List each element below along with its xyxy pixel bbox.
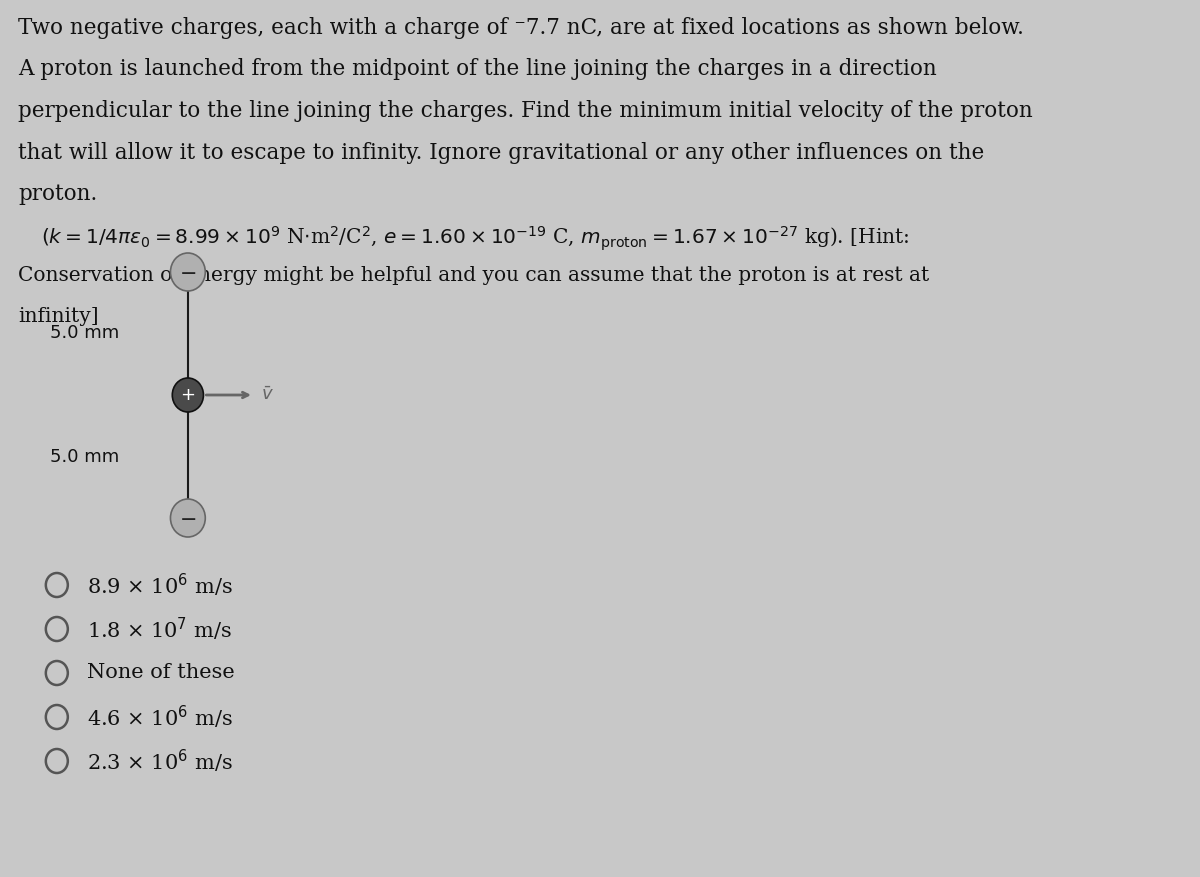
Text: 4.6 × 10$^{6}$ m/s: 4.6 × 10$^{6}$ m/s xyxy=(88,703,233,731)
Text: None of these: None of these xyxy=(88,664,235,682)
Text: A proton is launched from the midpoint of the line joining the charges in a dire: A proton is launched from the midpoint o… xyxy=(18,59,937,81)
Text: $-$: $-$ xyxy=(179,508,197,528)
Text: that will allow it to escape to infinity. Ignore gravitational or any other infl: that will allow it to escape to infinity… xyxy=(18,141,984,163)
Circle shape xyxy=(173,378,204,412)
Text: $-$: $-$ xyxy=(179,262,197,282)
Text: 5.0 mm: 5.0 mm xyxy=(50,324,120,343)
Circle shape xyxy=(170,499,205,537)
Text: Conservation of energy might be helpful and you can assume that the proton is at: Conservation of energy might be helpful … xyxy=(18,266,930,285)
Text: 5.0 mm: 5.0 mm xyxy=(50,447,120,466)
Text: proton.: proton. xyxy=(18,183,97,205)
Text: 1.8 × 10$^{7}$ m/s: 1.8 × 10$^{7}$ m/s xyxy=(88,616,232,643)
Text: $\bar{v}$: $\bar{v}$ xyxy=(262,386,274,404)
Text: infinity]: infinity] xyxy=(18,308,98,326)
Text: 8.9 × 10$^{6}$ m/s: 8.9 × 10$^{6}$ m/s xyxy=(88,572,233,599)
Text: 2.3 × 10$^{6}$ m/s: 2.3 × 10$^{6}$ m/s xyxy=(88,747,233,774)
Text: Two negative charges, each with a charge of ⁻7.7 nC, are at fixed locations as s: Two negative charges, each with a charge… xyxy=(18,17,1025,39)
Text: $+$: $+$ xyxy=(180,386,196,404)
Circle shape xyxy=(170,253,205,291)
Text: perpendicular to the line joining the charges. Find the minimum initial velocity: perpendicular to the line joining the ch… xyxy=(18,100,1033,122)
Text: $(k=1/4\pi\varepsilon_0 = 8.99 \times 10^9$ N$\cdot$m$^2$/C$^2$, $e = 1.60 \time: $(k=1/4\pi\varepsilon_0 = 8.99 \times 10… xyxy=(41,225,910,253)
